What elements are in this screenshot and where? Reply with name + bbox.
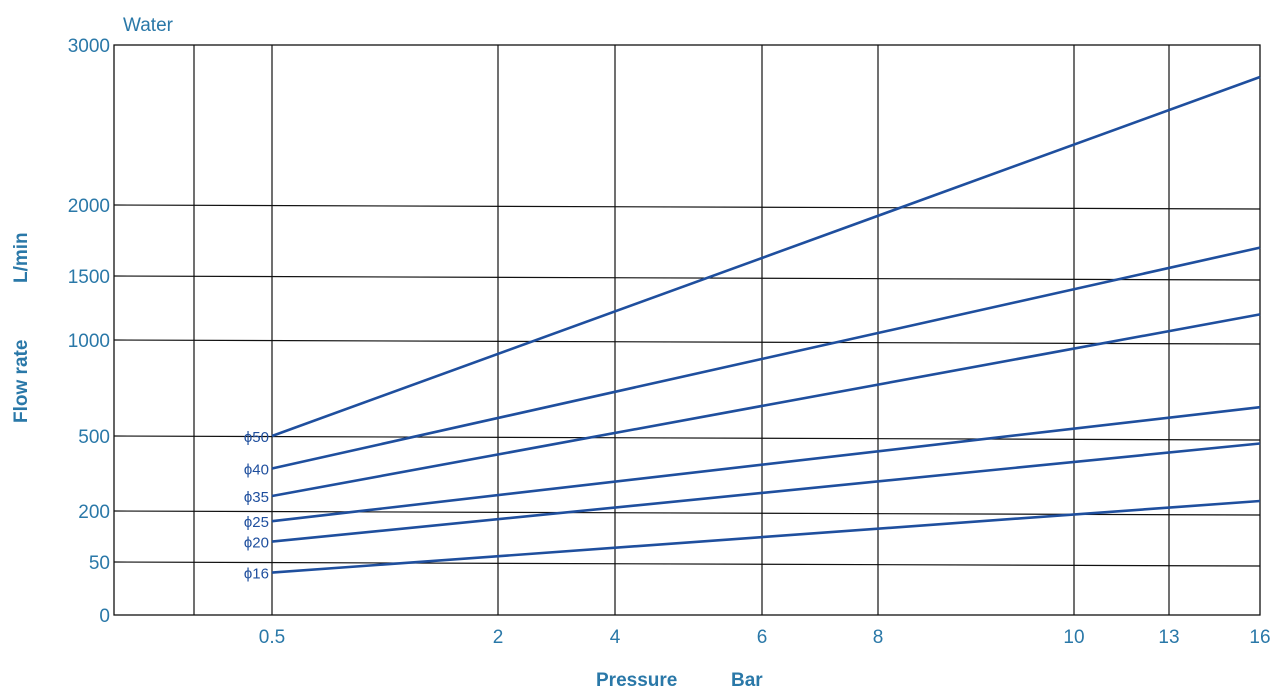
- y-tick-label: 500: [78, 427, 110, 448]
- grid-line-horizontal: [113, 339, 1261, 345]
- series-lines: [271, 75, 1261, 574]
- grid-line-horizontal: [113, 561, 1261, 567]
- x-tick-label: 6: [757, 627, 768, 648]
- series-label: ϕ35: [244, 489, 269, 506]
- y-tick-label: 1000: [68, 331, 110, 352]
- x-tick-label: 4: [610, 627, 621, 648]
- series-labels: ϕ50 ϕ40 ϕ35 ϕ25 ϕ20 ϕ16: [244, 429, 269, 583]
- grid: [113, 45, 1261, 615]
- y-tick-label: 3000: [68, 36, 110, 57]
- series-line: [271, 499, 1261, 574]
- series-label: ϕ20: [244, 535, 269, 552]
- series-label: ϕ25: [244, 514, 269, 531]
- x-tick-label: 0.5: [259, 627, 285, 648]
- series-line: [271, 75, 1261, 438]
- y-tick-label: 50: [89, 553, 110, 574]
- series-line: [271, 246, 1261, 470]
- y-tick-label: 200: [78, 502, 110, 523]
- x-tick-label: 10: [1063, 627, 1084, 648]
- grid-line-horizontal: [113, 204, 1261, 210]
- x-tick-label: 16: [1249, 627, 1270, 648]
- series-line: [271, 405, 1261, 523]
- y-axis-unit: L/min: [11, 232, 32, 283]
- series-line: [271, 442, 1261, 543]
- series-line: [271, 313, 1261, 498]
- grid-line-horizontal: [113, 435, 1261, 441]
- grid-line-horizontal: [113, 275, 1261, 281]
- series-label: ϕ50: [244, 429, 269, 446]
- x-axis-unit: Bar: [731, 670, 763, 691]
- x-tick-labels: 0.5 2 4 6 8 10 13 16: [259, 627, 1271, 648]
- x-axis-title: Pressure: [596, 670, 677, 691]
- y-axis-title: Flow rate: [11, 340, 32, 423]
- chart-title: Water: [123, 15, 174, 36]
- series-label: ϕ40: [244, 462, 269, 479]
- series-label: ϕ16: [244, 566, 269, 583]
- plot-frame: [113, 44, 1261, 616]
- y-tick-label: 2000: [68, 196, 110, 217]
- y-tick-label: 0: [99, 606, 110, 627]
- x-tick-label: 8: [873, 627, 884, 648]
- x-tick-label: 13: [1158, 627, 1179, 648]
- y-tick-labels: 0 50 200 500 1000 1500 2000 3000: [68, 36, 110, 627]
- x-tick-label: 2: [493, 627, 504, 648]
- y-tick-label: 1500: [68, 267, 110, 288]
